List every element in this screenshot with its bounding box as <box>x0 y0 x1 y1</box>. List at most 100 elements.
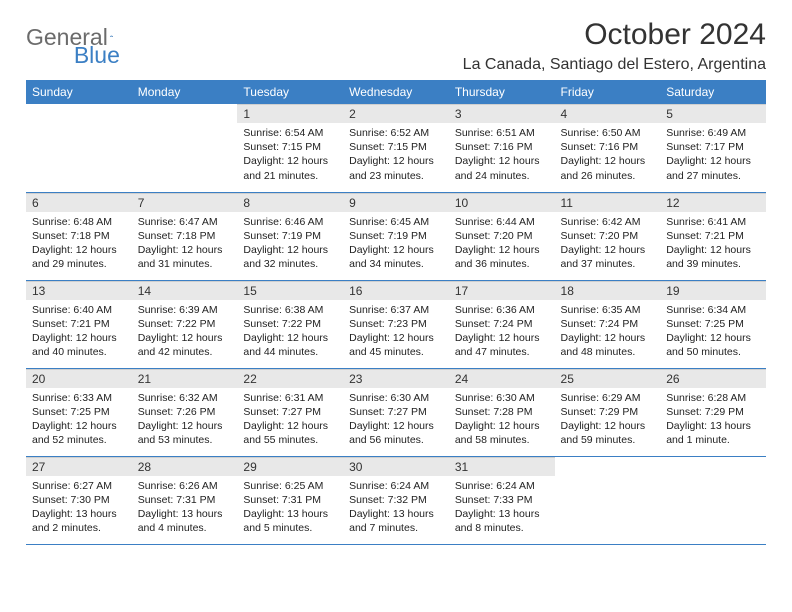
calendar-day-cell: 29Sunrise: 6:25 AMSunset: 7:31 PMDayligh… <box>237 456 343 544</box>
calendar-day-cell: 4Sunrise: 6:50 AMSunset: 7:16 PMDaylight… <box>555 104 661 192</box>
day-number: 15 <box>237 281 343 300</box>
day-number: 4 <box>555 104 661 123</box>
day-number: 25 <box>555 369 661 388</box>
calendar-day-cell: 17Sunrise: 6:36 AMSunset: 7:24 PMDayligh… <box>449 280 555 368</box>
weekday-header: Thursday <box>449 80 555 104</box>
day-number: 21 <box>132 369 238 388</box>
day-details: Sunrise: 6:24 AMSunset: 7:33 PMDaylight:… <box>449 476 555 542</box>
day-details: Sunrise: 6:32 AMSunset: 7:26 PMDaylight:… <box>132 388 238 454</box>
day-number: 6 <box>26 193 132 212</box>
calendar-day-cell: 30Sunrise: 6:24 AMSunset: 7:32 PMDayligh… <box>343 456 449 544</box>
day-number: 30 <box>343 457 449 476</box>
day-number: 26 <box>660 369 766 388</box>
day-number: 3 <box>449 104 555 123</box>
calendar-week-row: 13Sunrise: 6:40 AMSunset: 7:21 PMDayligh… <box>26 280 766 368</box>
calendar-day-cell: 13Sunrise: 6:40 AMSunset: 7:21 PMDayligh… <box>26 280 132 368</box>
calendar-day-cell: 5Sunrise: 6:49 AMSunset: 7:17 PMDaylight… <box>660 104 766 192</box>
day-details: Sunrise: 6:27 AMSunset: 7:30 PMDaylight:… <box>26 476 132 542</box>
calendar-day-cell: 14Sunrise: 6:39 AMSunset: 7:22 PMDayligh… <box>132 280 238 368</box>
calendar-day-cell: 1Sunrise: 6:54 AMSunset: 7:15 PMDaylight… <box>237 104 343 192</box>
day-details: Sunrise: 6:36 AMSunset: 7:24 PMDaylight:… <box>449 300 555 366</box>
calendar-day-cell: 2Sunrise: 6:52 AMSunset: 7:15 PMDaylight… <box>343 104 449 192</box>
calendar-day-cell: 15Sunrise: 6:38 AMSunset: 7:22 PMDayligh… <box>237 280 343 368</box>
day-number: 7 <box>132 193 238 212</box>
day-details: Sunrise: 6:26 AMSunset: 7:31 PMDaylight:… <box>132 476 238 542</box>
day-number: 19 <box>660 281 766 300</box>
calendar-day-cell: 16Sunrise: 6:37 AMSunset: 7:23 PMDayligh… <box>343 280 449 368</box>
day-number: 24 <box>449 369 555 388</box>
page-header: General Blue October 2024 La Canada, San… <box>26 18 766 74</box>
weekday-header: Tuesday <box>237 80 343 104</box>
calendar-day-cell: 26Sunrise: 6:28 AMSunset: 7:29 PMDayligh… <box>660 368 766 456</box>
day-number: 8 <box>237 193 343 212</box>
calendar-day-cell: 18Sunrise: 6:35 AMSunset: 7:24 PMDayligh… <box>555 280 661 368</box>
weekday-header: Friday <box>555 80 661 104</box>
day-details: Sunrise: 6:31 AMSunset: 7:27 PMDaylight:… <box>237 388 343 454</box>
weekday-header: Wednesday <box>343 80 449 104</box>
calendar-day-cell: 22Sunrise: 6:31 AMSunset: 7:27 PMDayligh… <box>237 368 343 456</box>
day-details: Sunrise: 6:49 AMSunset: 7:17 PMDaylight:… <box>660 123 766 189</box>
day-details: Sunrise: 6:38 AMSunset: 7:22 PMDaylight:… <box>237 300 343 366</box>
day-details: Sunrise: 6:48 AMSunset: 7:18 PMDaylight:… <box>26 212 132 278</box>
weekday-header: Saturday <box>660 80 766 104</box>
weekday-header: Sunday <box>26 80 132 104</box>
day-details: Sunrise: 6:44 AMSunset: 7:20 PMDaylight:… <box>449 212 555 278</box>
calendar-day-cell <box>26 104 132 192</box>
title-block: October 2024 La Canada, Santiago del Est… <box>463 18 766 74</box>
day-number: 31 <box>449 457 555 476</box>
day-number: 28 <box>132 457 238 476</box>
day-details: Sunrise: 6:51 AMSunset: 7:16 PMDaylight:… <box>449 123 555 189</box>
calendar-day-cell: 20Sunrise: 6:33 AMSunset: 7:25 PMDayligh… <box>26 368 132 456</box>
page-subtitle: La Canada, Santiago del Estero, Argentin… <box>463 56 766 74</box>
calendar-week-row: 1Sunrise: 6:54 AMSunset: 7:15 PMDaylight… <box>26 104 766 192</box>
calendar-day-cell: 27Sunrise: 6:27 AMSunset: 7:30 PMDayligh… <box>26 456 132 544</box>
calendar-week-row: 6Sunrise: 6:48 AMSunset: 7:18 PMDaylight… <box>26 192 766 280</box>
calendar-day-cell: 10Sunrise: 6:44 AMSunset: 7:20 PMDayligh… <box>449 192 555 280</box>
page-title: October 2024 <box>463 18 766 52</box>
day-number: 18 <box>555 281 661 300</box>
day-number: 2 <box>343 104 449 123</box>
calendar-day-cell: 8Sunrise: 6:46 AMSunset: 7:19 PMDaylight… <box>237 192 343 280</box>
day-details: Sunrise: 6:47 AMSunset: 7:18 PMDaylight:… <box>132 212 238 278</box>
day-number: 20 <box>26 369 132 388</box>
day-number: 9 <box>343 193 449 212</box>
day-details: Sunrise: 6:54 AMSunset: 7:15 PMDaylight:… <box>237 123 343 189</box>
calendar-day-cell: 12Sunrise: 6:41 AMSunset: 7:21 PMDayligh… <box>660 192 766 280</box>
day-number: 1 <box>237 104 343 123</box>
day-number: 14 <box>132 281 238 300</box>
calendar-week-row: 20Sunrise: 6:33 AMSunset: 7:25 PMDayligh… <box>26 368 766 456</box>
day-number: 12 <box>660 193 766 212</box>
day-details: Sunrise: 6:40 AMSunset: 7:21 PMDaylight:… <box>26 300 132 366</box>
calendar-day-cell: 25Sunrise: 6:29 AMSunset: 7:29 PMDayligh… <box>555 368 661 456</box>
day-details: Sunrise: 6:37 AMSunset: 7:23 PMDaylight:… <box>343 300 449 366</box>
day-number: 29 <box>237 457 343 476</box>
brand-logo: General Blue <box>26 18 178 51</box>
day-number: 23 <box>343 369 449 388</box>
weekday-header: Monday <box>132 80 238 104</box>
calendar-page: General Blue October 2024 La Canada, San… <box>0 0 792 563</box>
day-details: Sunrise: 6:29 AMSunset: 7:29 PMDaylight:… <box>555 388 661 454</box>
calendar-day-cell: 28Sunrise: 6:26 AMSunset: 7:31 PMDayligh… <box>132 456 238 544</box>
day-details: Sunrise: 6:39 AMSunset: 7:22 PMDaylight:… <box>132 300 238 366</box>
day-number: 16 <box>343 281 449 300</box>
day-details: Sunrise: 6:28 AMSunset: 7:29 PMDaylight:… <box>660 388 766 454</box>
day-details: Sunrise: 6:41 AMSunset: 7:21 PMDaylight:… <box>660 212 766 278</box>
calendar-day-cell <box>660 456 766 544</box>
day-details: Sunrise: 6:45 AMSunset: 7:19 PMDaylight:… <box>343 212 449 278</box>
day-number: 10 <box>449 193 555 212</box>
day-number: 22 <box>237 369 343 388</box>
calendar-day-cell: 21Sunrise: 6:32 AMSunset: 7:26 PMDayligh… <box>132 368 238 456</box>
day-number: 17 <box>449 281 555 300</box>
day-details: Sunrise: 6:35 AMSunset: 7:24 PMDaylight:… <box>555 300 661 366</box>
calendar-table: SundayMondayTuesdayWednesdayThursdayFrid… <box>26 80 766 545</box>
calendar-day-cell: 3Sunrise: 6:51 AMSunset: 7:16 PMDaylight… <box>449 104 555 192</box>
day-details: Sunrise: 6:30 AMSunset: 7:27 PMDaylight:… <box>343 388 449 454</box>
calendar-day-cell: 31Sunrise: 6:24 AMSunset: 7:33 PMDayligh… <box>449 456 555 544</box>
day-number: 27 <box>26 457 132 476</box>
day-details: Sunrise: 6:50 AMSunset: 7:16 PMDaylight:… <box>555 123 661 189</box>
calendar-body: 1Sunrise: 6:54 AMSunset: 7:15 PMDaylight… <box>26 104 766 544</box>
day-details: Sunrise: 6:25 AMSunset: 7:31 PMDaylight:… <box>237 476 343 542</box>
calendar-day-cell: 24Sunrise: 6:30 AMSunset: 7:28 PMDayligh… <box>449 368 555 456</box>
calendar-day-cell: 11Sunrise: 6:42 AMSunset: 7:20 PMDayligh… <box>555 192 661 280</box>
calendar-day-cell: 9Sunrise: 6:45 AMSunset: 7:19 PMDaylight… <box>343 192 449 280</box>
